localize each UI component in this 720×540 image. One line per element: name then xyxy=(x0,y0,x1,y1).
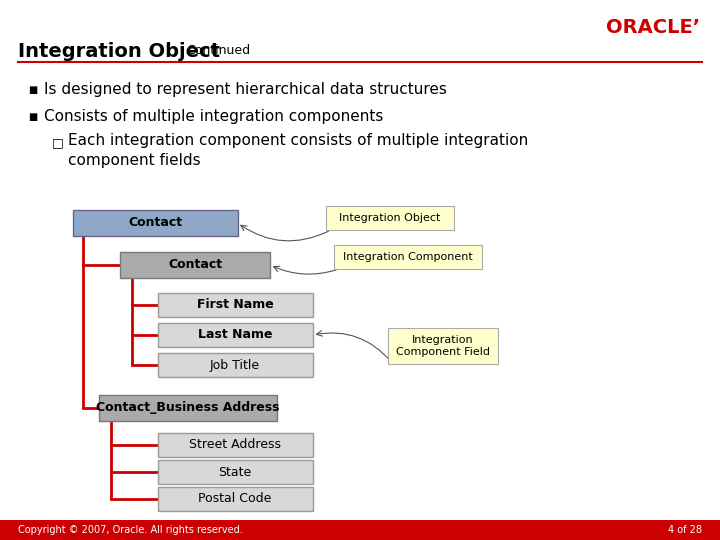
Text: ■: ■ xyxy=(28,85,37,95)
FancyBboxPatch shape xyxy=(388,328,498,364)
Text: Contact: Contact xyxy=(168,259,222,272)
FancyBboxPatch shape xyxy=(158,433,312,457)
FancyBboxPatch shape xyxy=(120,252,270,278)
FancyBboxPatch shape xyxy=(334,245,482,269)
Text: Consists of multiple integration components: Consists of multiple integration compone… xyxy=(44,109,383,124)
FancyBboxPatch shape xyxy=(158,487,312,511)
Text: 4 of 28: 4 of 28 xyxy=(668,525,702,535)
FancyBboxPatch shape xyxy=(99,395,277,421)
Text: First Name: First Name xyxy=(197,299,274,312)
FancyBboxPatch shape xyxy=(158,323,312,347)
Text: ORACLEʼ: ORACLEʼ xyxy=(606,18,700,37)
Text: Contact: Contact xyxy=(128,217,182,230)
FancyBboxPatch shape xyxy=(158,353,312,377)
FancyBboxPatch shape xyxy=(158,460,312,484)
FancyBboxPatch shape xyxy=(326,206,454,230)
Text: Contact_Business Address: Contact_Business Address xyxy=(96,402,280,415)
Text: Each integration component consists of multiple integration
component fields: Each integration component consists of m… xyxy=(68,133,528,168)
Text: Job Title: Job Title xyxy=(210,359,260,372)
Bar xyxy=(0,520,720,540)
Text: Street Address: Street Address xyxy=(189,438,281,451)
Text: Postal Code: Postal Code xyxy=(198,492,271,505)
Text: Integration
Component Field: Integration Component Field xyxy=(396,335,490,357)
Text: Last Name: Last Name xyxy=(198,328,272,341)
Text: □: □ xyxy=(52,136,64,149)
Text: ■: ■ xyxy=(28,112,37,122)
Text: Continued: Continued xyxy=(186,44,250,57)
Text: State: State xyxy=(218,465,251,478)
FancyBboxPatch shape xyxy=(73,210,238,236)
Text: Is designed to represent hierarchical data structures: Is designed to represent hierarchical da… xyxy=(44,82,447,97)
Text: Copyright © 2007, Oracle. All rights reserved.: Copyright © 2007, Oracle. All rights res… xyxy=(18,525,243,535)
Text: Integration Object: Integration Object xyxy=(18,42,220,61)
FancyBboxPatch shape xyxy=(158,293,312,317)
Text: Integration Component: Integration Component xyxy=(343,252,473,262)
Text: Integration Object: Integration Object xyxy=(339,213,441,223)
